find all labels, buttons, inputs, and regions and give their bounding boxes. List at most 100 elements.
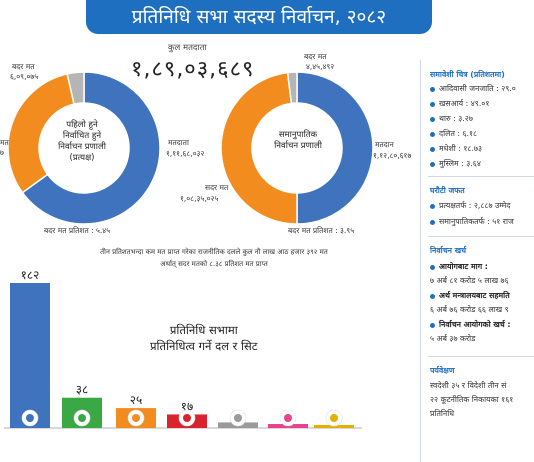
left-voters-value: १,११,६८,०३२ [166,149,205,158]
left-donut-center: पहिलो हुने निर्वाचित हुने निर्वाचन प्रणा… [52,120,112,164]
inclusive-heading: समावेशी चित्र (प्रतिशतमा) [430,70,505,79]
seats-chart-title: प्रतिनिधि सभामा प्रतिनिधित्व गर्ने दल र … [150,322,258,354]
left-invalid-label: बदर मत [12,62,35,71]
right-valid-value: १,०८,३५,०२५ [180,194,219,203]
left-center-line: निर्वाचन प्रणाली [58,142,106,152]
left-donut-slice-1 [7,72,75,194]
facts-panel: समावेशी चित्र (प्रतिशतमा) आदिवासी जनजाति… [420,62,534,462]
right-invalid-percent: बदर मत प्रतिशत : ३.९५ [288,226,355,235]
umbrella-symbol-icon [279,409,297,427]
bar-value-label: ३८ [76,383,88,397]
bullet-icon [430,131,435,137]
panel-separator [428,356,534,357]
left-invalid-percent: बदर मत प्रतिशत : ५.४५ [44,226,111,235]
seats-title-line: प्रतिनिधि सभामा [169,323,238,337]
inclusive-item-text: मधेशी : १८.७३ [439,144,483,153]
threshold-note: तीन प्रतिशतभन्दा कम मत प्राप्त गरेका राज… [28,246,400,270]
bullet-icon [430,146,435,152]
left-voters-label: मतदाता [168,138,189,147]
right-turnout-value: १,१२,८०,६१७ [373,151,412,160]
deposit-item-text: प्रत्यक्षतर्फ : २,८८७ उम्मेद [439,201,511,210]
left-edge-label: मत [0,138,9,147]
left-center-line: (प्रत्यक्ष) [69,153,95,163]
note-line: तीन प्रतिशतभन्दा कम मत प्राप्त गरेका राज… [100,248,328,256]
donut-direct [7,71,161,225]
deposit-heading: घरौटी जफत [430,186,465,195]
deposit-item: प्रत्यक्षतर्फ : २,८८७ उम्मेद [430,201,510,211]
inclusive-item-text: दलित : ६.१८ [439,129,478,138]
right-donut-slice-2 [286,71,298,105]
left-center-line: निर्वाचित हुने [62,131,102,141]
seats-title-line: प्रतिनिधित्व गर्ने दल र सिट [150,339,258,353]
expense-item-text: निर्वाचन आयोगको खर्च : [439,320,511,329]
observation-line: प्रतिनिधि [430,409,455,418]
right-donut-slice-0 [296,71,374,225]
deposit-item-text: समानुपातिकतर्फ : ५१ राज [439,217,514,226]
observation-line: २२ कूटनीतिक निकायका १६१ [430,395,514,404]
inclusive-item-text: मुस्लिम : ३.६४ [439,159,481,168]
inclusive-item: दलित : ६.१८ [430,129,477,139]
bar-value-label: २५ [130,393,142,407]
bar-triangle-symbol [314,425,354,428]
bullet-icon [430,219,435,225]
bullet-icon [430,161,435,167]
banner-title: प्रतिनिधि सभा सदस्य निर्वाचन, २०८२ [86,0,432,34]
left-donut-slice-2 [66,71,85,106]
bullet-icon [430,293,435,299]
right-donut-slice-1 [220,71,298,225]
expense-item-text: अर्थ मन्त्रालयबाट सहमति [439,291,510,300]
donut-proportional [220,71,374,225]
bullet-icon [430,116,435,122]
bullet-icon [430,264,435,270]
right-center-line: निर्वाचन प्रणाली [274,141,322,151]
expense-item: आयोगबाट माग : [430,262,488,272]
triangle-symbol-icon [325,409,343,427]
panel-separator [428,236,534,237]
deposit-item: समानुपातिकतर्फ : ५१ राज [430,217,514,227]
total-voters-label: कुल मतदाता [168,43,207,53]
observation-heading: पर्यवेक्षण [430,366,455,375]
left-invalid-value: ६,०९,०७५ [10,72,39,81]
right-invalid-value: ४,४५,४९२ [306,62,335,71]
bell-symbol-icon [21,409,39,427]
inclusive-item: मुस्लिम : ३.६४ [430,159,481,169]
right-center-line: समानुपातिक [278,130,318,140]
left-center-line: पहिलो हुने [66,120,98,130]
total-voters-value: १,८९,०३,६८९ [131,57,255,82]
expense-item-text: आयोगबाट माग : [439,262,488,271]
bullet-icon [430,86,435,92]
right-turnout-label: मतदान [375,140,394,149]
panel-divider [420,60,421,462]
bar-bell-symbol [10,283,50,428]
inclusive-item-text: आदिवासी जनजाति : २९.० [439,84,516,93]
inclusive-item-text: खसआर्य : ४९.०१ [439,99,490,108]
star-symbol-icon [178,409,196,427]
expense-item: निर्वाचन आयोगको खर्च : [430,320,510,330]
left-edge-value: ७ [0,148,4,157]
inclusive-item: मधेशी : १८.७३ [430,144,482,154]
expense-value: ५ अर्ब ३७ करोड [430,334,476,343]
bullet-icon [430,101,435,107]
note-line: अर्थात् सदर मतको ८.३८ प्रतिशत मत प्राप्त [160,260,268,268]
expense-item: अर्थ मन्त्रालयबाट सहमति [430,291,510,301]
right-invalid-label: बदर मत [304,52,327,61]
seats-bar-chart: १८२३८२५१७७५१ [4,268,362,429]
donut-charts [7,71,374,225]
bullet-icon [430,322,435,328]
observation-line: स्वदेशी ३५ र विदेशी तीन सं [430,381,507,390]
expense-heading: निर्वाचन खर्च [430,246,467,255]
inclusive-item: थारु : ३.२७ [430,114,473,124]
bar-value-label: १७ [181,399,193,413]
right-valid-label: सदर मत [205,183,229,192]
panel-separator [428,176,534,177]
sun-symbol-icon [127,409,145,427]
left-donut-slice-0 [21,71,161,225]
expense-value: ६ अर्ब ७६ करोड ६६ लाख ९ [430,305,509,314]
tree-symbol-icon [73,409,91,427]
inclusive-item: आदिवासी जनजाति : २९.० [430,84,516,94]
bird-symbol-icon [229,409,247,427]
inclusive-item-text: थारु : ३.२७ [439,114,473,123]
right-donut-center: समानुपातिक निर्वाचन प्रणाली [258,130,338,152]
bar-value-label: १८२ [21,268,40,282]
expense-value: ७ अर्ब ८१ करोड ५ लाख ७६ [430,276,509,285]
